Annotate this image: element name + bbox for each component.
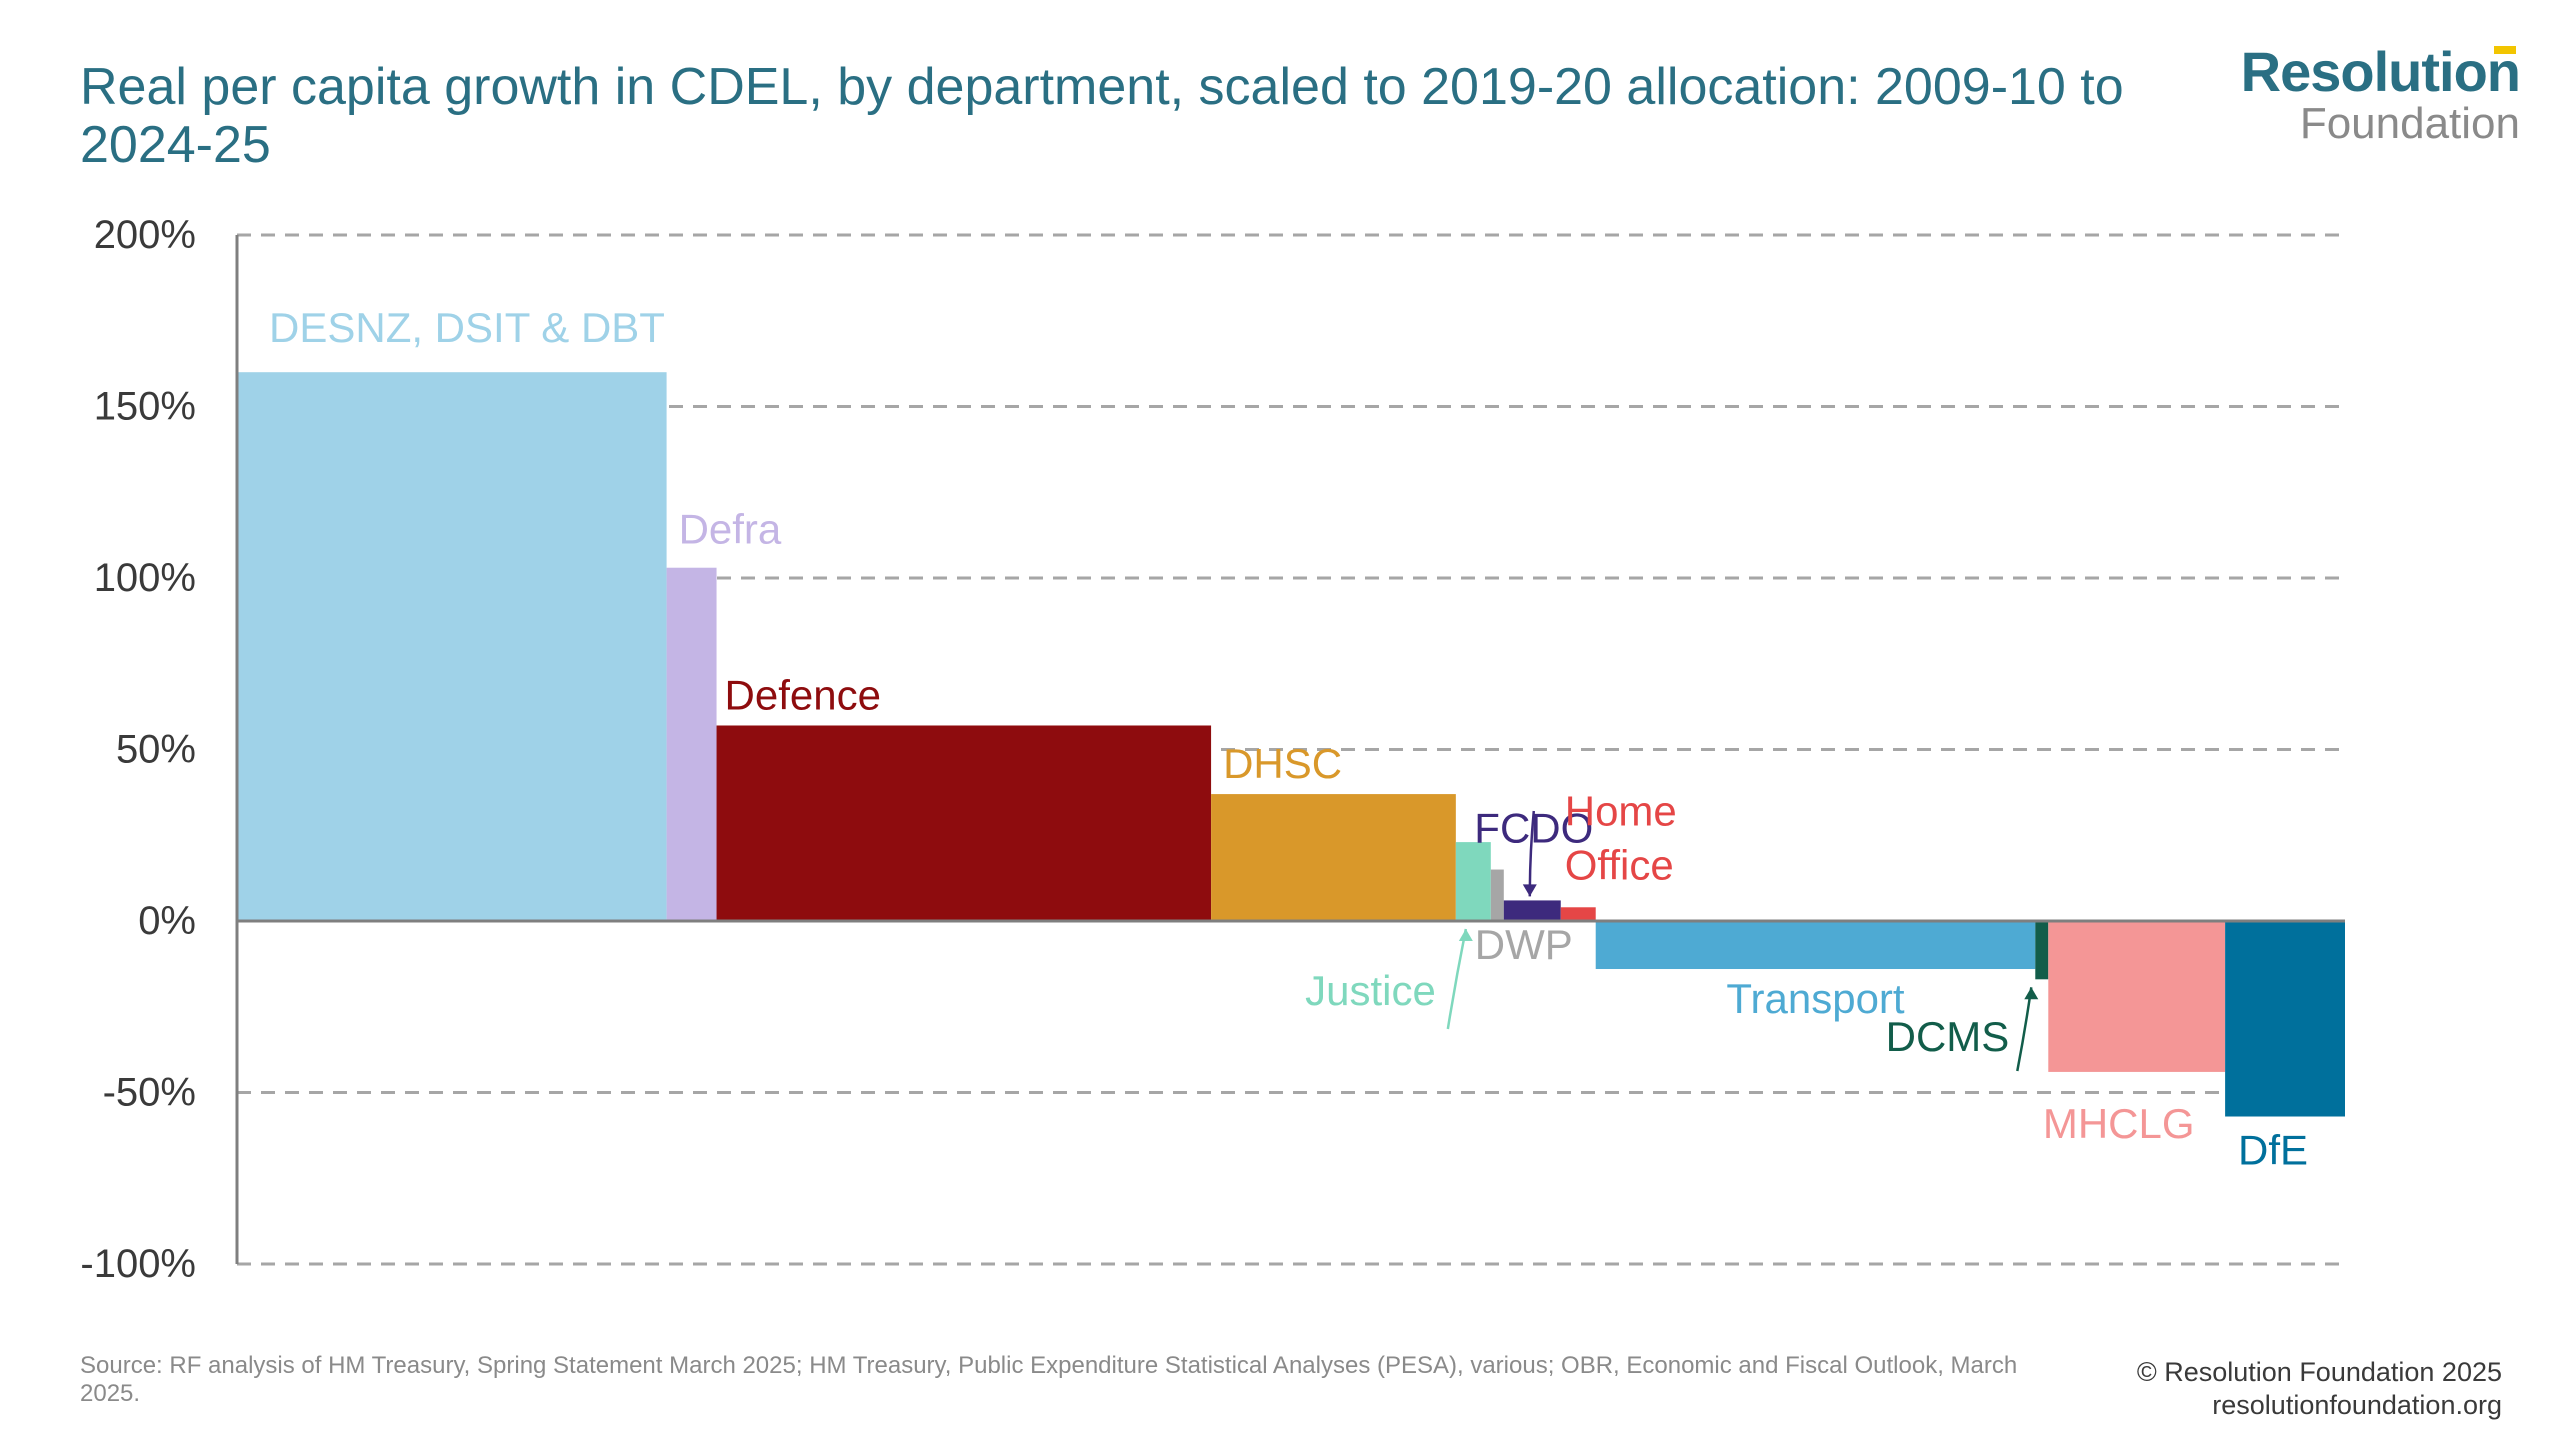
logo-line-2: Foundation (2299, 99, 2520, 148)
bar-dhsc (1211, 794, 1456, 921)
bar-label-dwp: DWP (1475, 921, 1573, 968)
y-tick-label: 100% (94, 556, 196, 600)
logo-accent-mark (2494, 46, 2516, 54)
dcms-pointer (2016, 987, 2033, 1072)
bar-label-dfe: DfE (2238, 1127, 2308, 1174)
y-tick-label: 200% (94, 213, 196, 257)
bar-label-dcms: DCMS (1886, 1013, 2010, 1060)
bar-dfe (2225, 921, 2345, 1117)
dcms-pointer-head (2024, 987, 2039, 1000)
resolution-foundation-logo: Resolution Foundation (2200, 40, 2521, 148)
bar-justice (1455, 842, 1491, 921)
bar-labels: DESNZ, DSIT & DBT Defra Defence DHSC Justice… (269, 304, 2308, 1173)
justice-pointer-head (1458, 929, 1473, 941)
justice-pointer (1446, 928, 1468, 1030)
annotations (1446, 810, 2039, 1072)
credit-website: resolutionfoundation.org (2212, 1390, 2502, 1420)
credit: © Resolution Foundation 2025 resolutionf… (2137, 1356, 2502, 1422)
y-tick-label: -50% (103, 1071, 196, 1115)
bar-defence (716, 725, 1212, 921)
bar-home-office (1560, 907, 1596, 921)
bar-label-desnz-dsit-dbt: DESNZ, DSIT & DBT (269, 304, 665, 351)
y-tick-labels: 200% 150% 100% 50% 0% -50% -100% (80, 213, 196, 1286)
bar-label-mhclg: MHCLG (2043, 1100, 2195, 1147)
chart-title: Real per capita growth in CDEL, by depar… (80, 58, 2124, 174)
bar-label-justice: Justice (1305, 967, 1436, 1014)
bar-dwp (1490, 869, 1504, 921)
bar-label-line: Home (1565, 787, 1677, 834)
source-note: Source: RF analysis of HM Treasury, Spri… (80, 1352, 2018, 1407)
bar-label-home-office: Home Office (1565, 787, 1677, 888)
gridlines (237, 233, 2345, 1266)
logo-line-1: Resolution (2240, 40, 2521, 103)
bar-dcms (2035, 921, 2049, 980)
y-tick-label: 150% (94, 385, 196, 429)
bar-label-fcdo: FCDO (1474, 804, 1593, 851)
y-tick-label: -100% (80, 1242, 196, 1286)
bar-desnz-dsit-dbt (237, 372, 667, 921)
bar-label-defra: Defra (679, 506, 782, 553)
bars (237, 372, 2345, 1117)
bar-label-defence: Defence (725, 671, 881, 718)
bar-mhclg (2048, 921, 2226, 1072)
bar-fcdo (1503, 900, 1561, 921)
axes (235, 235, 2345, 1264)
y-tick-label: 0% (138, 899, 196, 943)
credit-copyright: © Resolution Foundation 2025 (2136, 1357, 2502, 1387)
bar-defra (666, 567, 717, 921)
fcdo-pointer-head (1522, 884, 1537, 897)
bar-label-dhsc: DHSC (1223, 740, 1342, 787)
bar-label-line: Office (1565, 841, 1674, 888)
y-tick-label: 50% (116, 728, 196, 772)
bar-transport (1595, 921, 2036, 970)
bar-label-transport: Transport (1726, 975, 1905, 1022)
